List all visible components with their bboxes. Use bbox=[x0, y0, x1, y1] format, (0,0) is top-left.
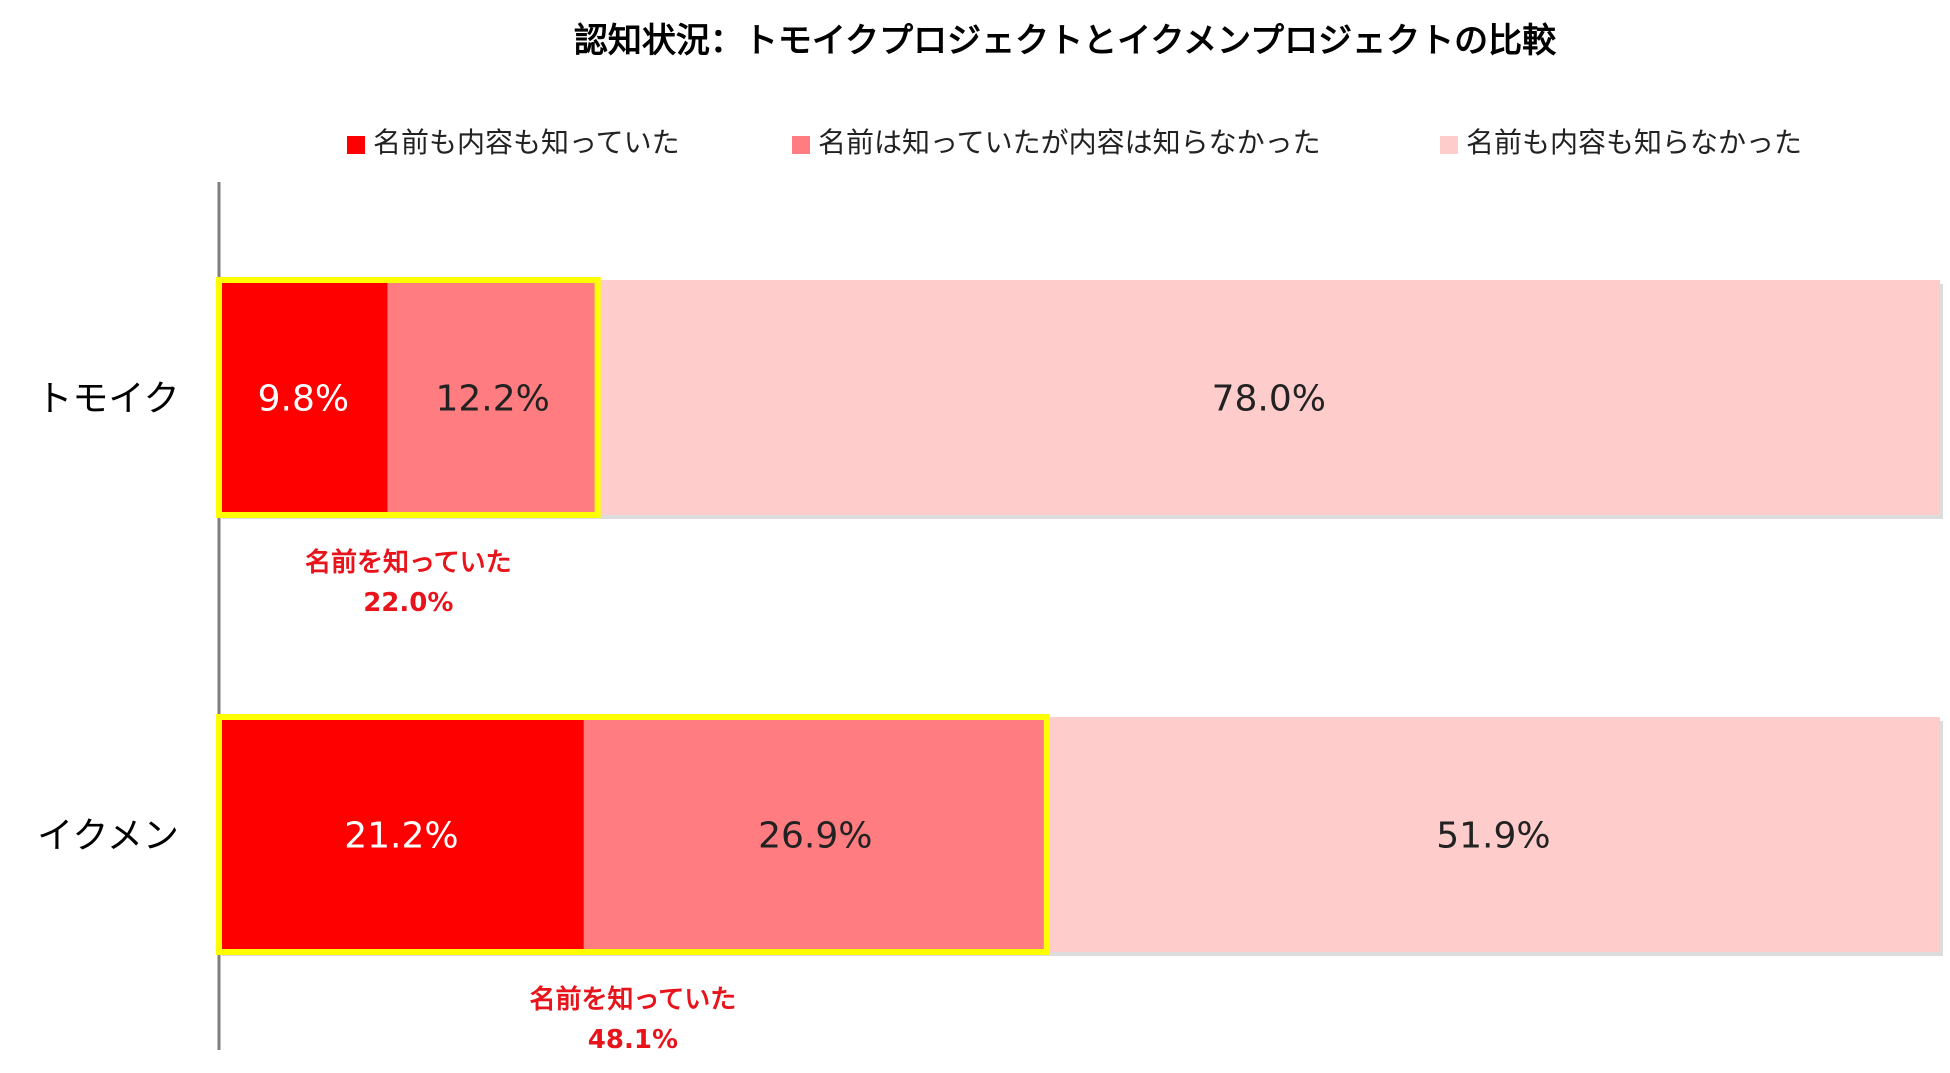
data-label: 26.9% bbox=[758, 816, 872, 857]
data-label: 12.2% bbox=[435, 379, 549, 420]
highlight-box bbox=[216, 714, 1050, 955]
bar-segment bbox=[1046, 717, 1940, 952]
bars: 9.8% 12.2% 78.0% 21.2% 26.9% 51.9% bbox=[216, 277, 1943, 956]
legend-swatch bbox=[792, 136, 810, 154]
bar-segment bbox=[219, 280, 388, 515]
legend-label: 名前も内容も知らなかった bbox=[1466, 126, 1802, 159]
legend-swatch bbox=[347, 136, 365, 154]
legend-label: 名前は知っていたが内容は知らなかった bbox=[818, 126, 1321, 159]
chart-title: 認知状況：トモイクプロジェクトとイクメンプロジェクトの比較 bbox=[574, 21, 1557, 61]
category-label: イクメン bbox=[37, 816, 179, 857]
category-label: トモイク bbox=[36, 379, 179, 420]
bar-segment bbox=[219, 717, 584, 952]
legend-label: 名前も内容も知っていた bbox=[373, 126, 680, 159]
annotation-value: 22.0% bbox=[363, 588, 453, 618]
annotation-value: 48.1% bbox=[588, 1025, 678, 1055]
data-label: 21.2% bbox=[344, 816, 458, 857]
data-label: 78.0% bbox=[1212, 379, 1326, 420]
legend: 名前も内容も知っていた 名前は知っていたが内容は知らなかった 名前も内容も知らなかっ… bbox=[347, 126, 1802, 159]
bar-segment bbox=[597, 280, 1940, 515]
annotation-label: 名前を知っていた bbox=[530, 984, 737, 1015]
data-label: 51.9% bbox=[1436, 816, 1550, 857]
data-label: 9.8% bbox=[258, 379, 349, 420]
legend-swatch bbox=[1440, 136, 1458, 154]
annotations: 名前を知っていた 22.0% 名前を知っていた 48.1% bbox=[305, 547, 736, 1055]
annotation-label: 名前を知っていた bbox=[305, 547, 512, 578]
bar-segment bbox=[387, 280, 598, 515]
highlight-box bbox=[216, 277, 601, 518]
bar-segment bbox=[583, 717, 1047, 952]
